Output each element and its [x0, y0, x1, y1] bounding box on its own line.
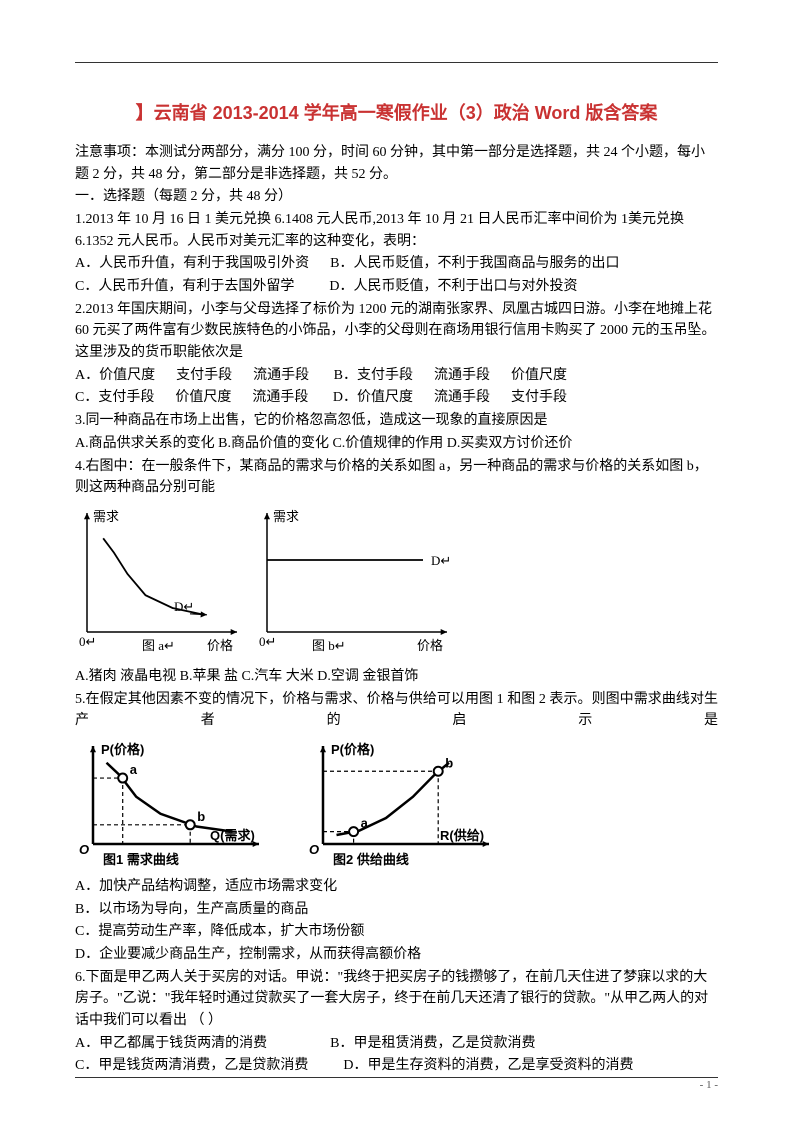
q6-optA: A．甲乙都属于钱货两清的消费	[75, 1036, 267, 1051]
q4-chart-b: 需求 0↵ D↵ 图 b↵ 价格	[255, 505, 455, 660]
q2-row1: A．价值尺度 支付手段 流通手段 B．支付手段 流通手段 价值尺度	[75, 365, 718, 387]
svg-text:图1 需求曲线: 图1 需求曲线	[103, 852, 179, 867]
q4-charts: 需求 0↵ D↵ 图 a↵ 价格 需求 0↵ D↵ 图 b↵ 价格	[75, 505, 718, 660]
q2-optC: C．支付手段 价值尺度 流通手段	[75, 390, 308, 405]
q6-optC: C．甲是钱货两清消费，乙是贷款消费	[75, 1058, 308, 1073]
svg-text:价格: 价格	[417, 638, 443, 653]
svg-text:b: b	[197, 809, 205, 824]
footer-rule	[75, 1077, 718, 1078]
svg-text:0↵: 0↵	[259, 634, 276, 649]
q3-stem: 3.同一种商品在市场上出售，它的价格忽高忽低，造成这一现象的直接原因是	[75, 410, 718, 432]
q5-optA: A．加快产品结构调整，适应市场需求变化	[75, 876, 718, 898]
svg-text:图 a↵: 图 a↵	[142, 638, 175, 653]
q2-stem: 2.2013 年国庆期间，小李与父母选择了标价为 1200 元的湖南张家界、凤凰…	[75, 299, 718, 364]
svg-text:O: O	[309, 842, 319, 857]
q5-optD: D．企业要减少商品生产，控制需求，从而获得高额价格	[75, 944, 718, 966]
svg-text:P(价格): P(价格)	[101, 742, 144, 757]
page-number: - 1 -	[700, 1077, 718, 1094]
q1-stem: 1.2013 年 10 月 16 日 1 美元兑换 6.1408 元人民币,20…	[75, 209, 718, 252]
svg-text:O: O	[79, 842, 89, 857]
q5-stem: 5.在假定其他因素不变的情况下，价格与需求、价格与供给可以用图 1 和图 2 表…	[75, 689, 718, 732]
page-title: 】云南省 2013-2014 学年高一寒假作业（3）政治 Word 版含答案	[75, 100, 718, 128]
q5-charts: P(价格)Q(需求)Oab图1 需求曲线 P(价格)R(供给)Oab图2 供给曲…	[75, 740, 718, 870]
q6-stem: 6.下面是甲乙两人关于买房的对话。甲说："我终于把买房子的钱攒够了，在前几天住进…	[75, 967, 718, 1032]
q5-chart-2: P(价格) R(供给) Oa b 图2 供给曲线	[305, 740, 495, 870]
svg-text:b: b	[445, 755, 453, 770]
q2-optD: D．价值尺度 流通手段 支付手段	[333, 390, 567, 405]
svg-text:需求: 需求	[273, 509, 299, 524]
q4-opts: A.猪肉 液晶电视 B.苹果 盐 C.汽车 大米 D.空调 金银首饰	[75, 666, 718, 688]
svg-text:a: a	[361, 816, 369, 831]
svg-text:0↵: 0↵	[79, 634, 96, 649]
q2-row2: C．支付手段 价值尺度 流通手段 D．价值尺度 流通手段 支付手段	[75, 387, 718, 409]
header-rule	[75, 62, 718, 63]
q6-row2: C．甲是钱货两清消费，乙是贷款消费 D．甲是生存资料的消费，乙是享受资料的消费	[75, 1055, 718, 1077]
q4-chart-a: 需求 0↵ D↵ 图 a↵ 价格	[75, 505, 245, 660]
section-heading: 一．选择题（每题 2 分，共 48 分）	[75, 186, 718, 208]
svg-text:P(价格): P(价格)	[331, 742, 374, 757]
q5-chart-1: P(价格)Q(需求)Oab图1 需求曲线	[75, 740, 265, 870]
svg-text:图2 供给曲线: 图2 供给曲线	[333, 852, 409, 867]
q2-optB: B．支付手段 流通手段 价值尺度	[334, 368, 567, 383]
q1-optB: B．人民币贬值，不利于我国商品与服务的出口	[330, 256, 619, 271]
svg-text:需求: 需求	[93, 509, 119, 524]
q6-row1: A．甲乙都属于钱货两清的消费 B．甲是租赁消费，乙是贷款消费	[75, 1033, 718, 1055]
q1-row2: C．人民币升值，有利于去国外留学 D．人民币贬值，不利于出口与对外投资	[75, 276, 718, 298]
svg-text:价格: 价格	[207, 638, 233, 653]
instructions: 注意事项：本测试分两部分，满分 100 分，时间 60 分钟，其中第一部分是选择…	[75, 142, 718, 185]
q5-optC: C．提高劳动生产率，降低成本，扩大市场份额	[75, 921, 718, 943]
q5-optB: B．以市场为导向，生产高质量的商品	[75, 899, 718, 921]
q6-optB: B．甲是租赁消费，乙是贷款消费	[330, 1036, 535, 1051]
q3-opts: A.商品供求关系的变化 B.商品价值的变化 C.价值规律的作用 D.买卖双方讨价…	[75, 433, 718, 455]
q1-optD: D．人民币贬值，不利于出口与对外投资	[329, 279, 577, 294]
svg-text:D↵: D↵	[174, 599, 194, 614]
q1-optC: C．人民币升值，有利于去国外留学	[75, 279, 294, 294]
svg-text:D↵: D↵	[431, 553, 451, 568]
svg-text:R(供给): R(供给)	[440, 828, 484, 843]
svg-text:a: a	[130, 762, 138, 777]
svg-text:图 b↵: 图 b↵	[312, 638, 346, 653]
q1-row1: A．人民币升值，有利于我国吸引外资 B．人民币贬值，不利于我国商品与服务的出口	[75, 253, 718, 275]
q4-stem: 4.右图中：在一般条件下，某商品的需求与价格的关系如图 a，另一种商品的需求与价…	[75, 456, 718, 499]
q2-optA: A．价值尺度 支付手段 流通手段	[75, 368, 309, 383]
q1-optA: A．人民币升值，有利于我国吸引外资	[75, 256, 309, 271]
q6-optD: D．甲是生存资料的消费，乙是享受资料的消费	[343, 1058, 633, 1073]
